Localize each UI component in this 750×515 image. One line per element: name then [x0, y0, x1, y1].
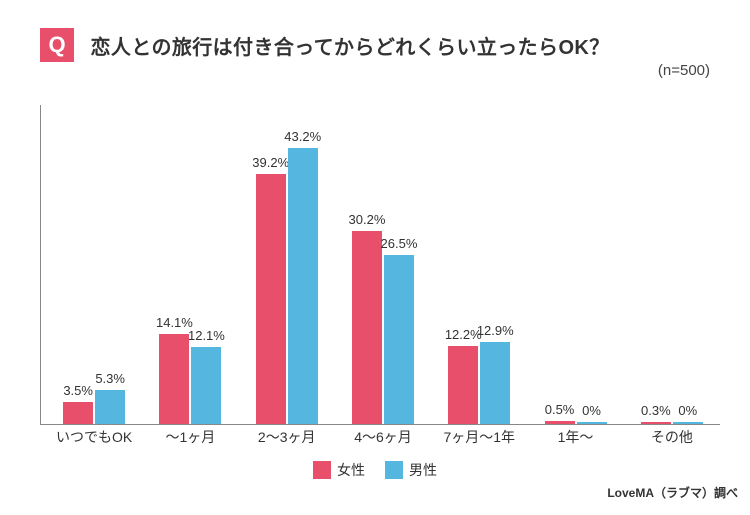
bar-male: 43.2% — [288, 148, 318, 424]
bar-value-label: 0.5% — [545, 402, 575, 421]
x-axis-labels: いつでもOK〜1ヶ月2〜3ヶ月4〜6ヶ月7ヶ月〜1年1年〜その他 — [46, 427, 720, 447]
x-axis-label: その他 — [624, 427, 720, 447]
bar-male: 12.9% — [480, 342, 510, 424]
bar-female: 12.2% — [448, 346, 478, 424]
x-axis-label: 7ヶ月〜1年 — [431, 427, 527, 447]
chart-area: 3.5%5.3%14.1%12.1%39.2%43.2%30.2%26.5%12… — [40, 105, 720, 425]
legend-label: 女性 — [337, 460, 365, 480]
bar-value-label: 39.2% — [252, 155, 289, 174]
bar-group: 12.2%12.9% — [431, 105, 527, 424]
legend: 女性 男性 — [0, 460, 750, 484]
bar-value-label: 30.2% — [349, 212, 386, 231]
bar-value-label: 5.3% — [95, 371, 125, 390]
legend-swatch — [385, 461, 403, 479]
bar-female: 39.2% — [256, 174, 286, 424]
bar-female: 14.1% — [159, 334, 189, 424]
bar-value-label: 0% — [582, 403, 601, 422]
plot-area: 3.5%5.3%14.1%12.1%39.2%43.2%30.2%26.5%12… — [40, 105, 720, 425]
chart-title: 恋人との旅行は付き合ってからどれくらい立ったらOK？ — [90, 31, 609, 60]
bar-female: 30.2% — [352, 231, 382, 424]
bar-group: 39.2%43.2% — [239, 105, 335, 424]
x-axis-label: 4〜6ヶ月 — [335, 427, 431, 447]
bar-male: 26.5% — [384, 255, 414, 424]
legend-item: 男性 — [385, 460, 437, 480]
bar-group: 3.5%5.3% — [46, 105, 142, 424]
legend-item: 女性 — [313, 460, 365, 480]
y-axis-line — [40, 105, 41, 424]
x-axis-label: いつでもOK — [46, 427, 142, 447]
question-badge: Q — [40, 28, 74, 62]
legend-swatch — [313, 461, 331, 479]
bar-male: 5.3% — [95, 390, 125, 424]
bar-value-label: 3.5% — [63, 383, 93, 402]
bar-male: 0% — [673, 422, 703, 424]
bar-male: 0% — [577, 422, 607, 424]
bar-group: 30.2%26.5% — [335, 105, 431, 424]
bar-value-label: 0% — [678, 403, 697, 422]
bar-group: 0.5%0% — [527, 105, 623, 424]
x-axis-label: 〜1ヶ月 — [142, 427, 238, 447]
legend-label: 男性 — [409, 460, 437, 480]
source-credit: LoveMA（ラブマ）調べ — [607, 484, 738, 501]
bar-group: 14.1%12.1% — [142, 105, 238, 424]
bar-value-label: 12.9% — [477, 323, 514, 342]
bar-value-label: 0.3% — [641, 403, 671, 422]
bar-female: 0.3% — [641, 422, 671, 424]
bar-group: 0.3%0% — [624, 105, 720, 424]
bar-value-label: 43.2% — [284, 129, 321, 148]
sample-size: (n=500) — [658, 62, 710, 79]
x-axis-label: 2〜3ヶ月 — [239, 427, 335, 447]
bar-male: 12.1% — [191, 347, 221, 424]
bar-female: 0.5% — [545, 421, 575, 424]
bar-female: 3.5% — [63, 402, 93, 424]
x-axis-label: 1年〜 — [527, 427, 623, 447]
bar-value-label: 26.5% — [381, 236, 418, 255]
bar-value-label: 12.1% — [188, 328, 225, 347]
